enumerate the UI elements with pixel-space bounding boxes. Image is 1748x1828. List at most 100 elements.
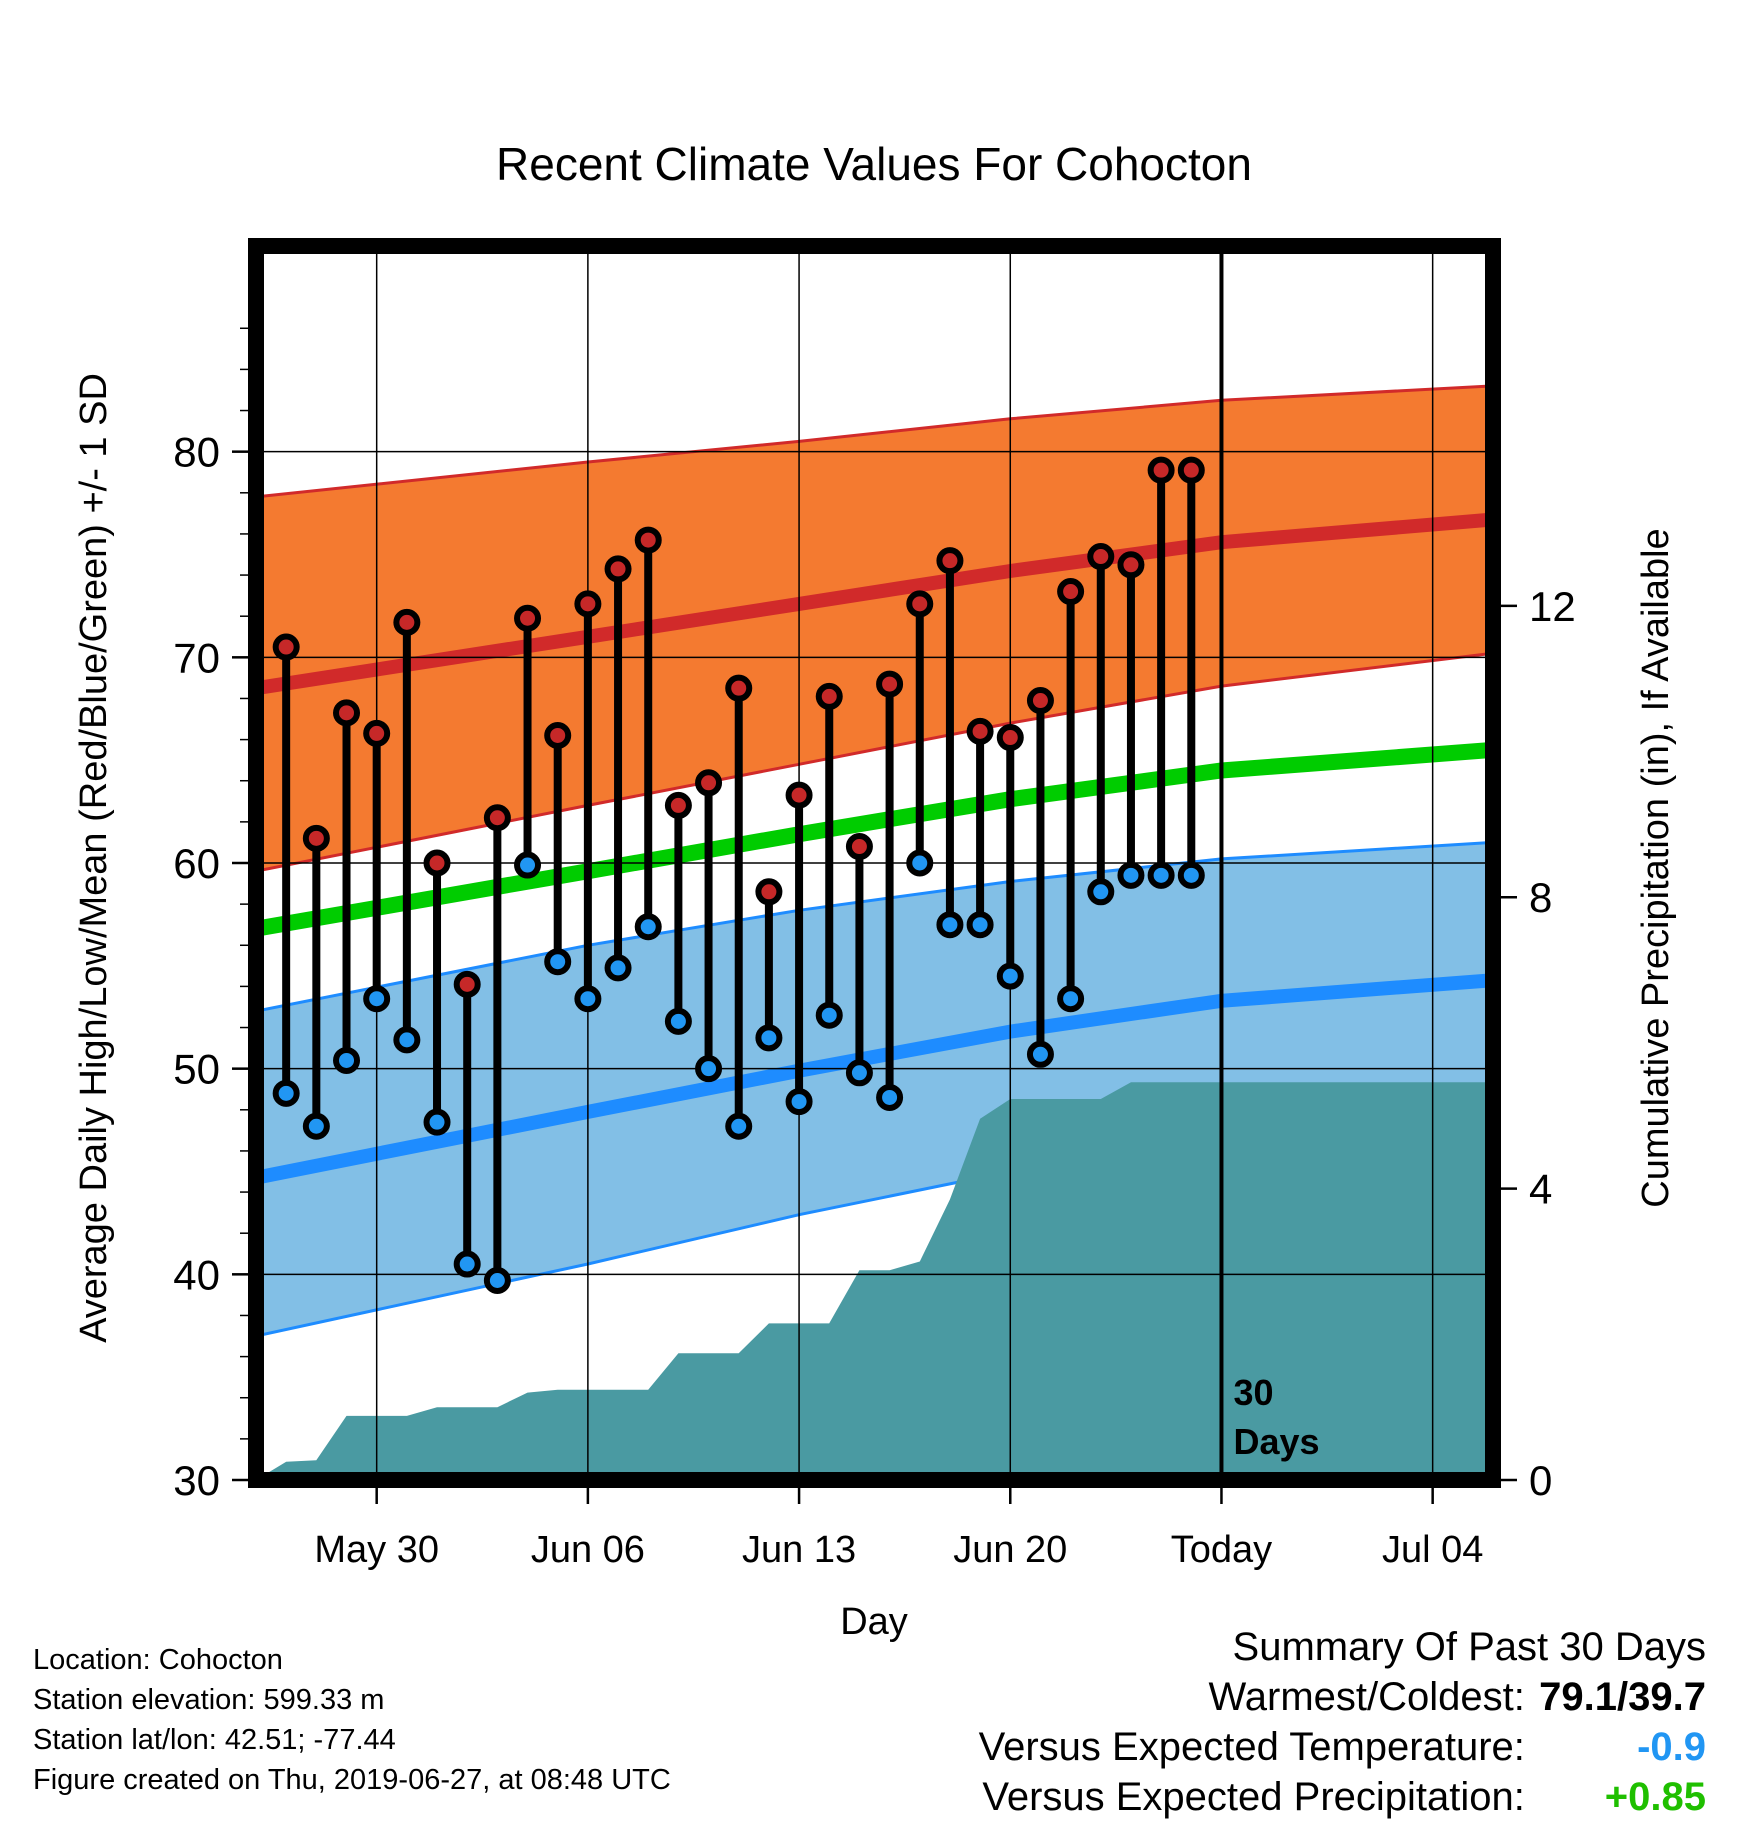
observed-low-point (1117, 861, 1145, 889)
chart-title: Recent Climate Values For Cohocton (496, 138, 1252, 190)
observed-high-point (725, 674, 753, 702)
observed-high-point (1087, 543, 1115, 571)
observed-low-point (664, 1007, 692, 1035)
y-tick-label-right: 8 (1529, 874, 1552, 921)
plot-content: 30 Days (256, 246, 1493, 1480)
observed-low-point (1026, 1040, 1054, 1068)
observed-low-point (544, 948, 572, 976)
temperature-anomaly-row: Versus Expected Temperature: -0.9 (979, 1722, 1706, 1772)
observed-low-point (1057, 985, 1085, 1013)
y-axis-label-left: Average Daily High/Low/Mean (Red/Blue/Gr… (73, 373, 115, 1343)
y-tick-label-left: 80 (173, 429, 220, 476)
observed-high-point (876, 670, 904, 698)
observed-high-point (272, 633, 300, 661)
x-tick-label: Jun 06 (531, 1529, 645, 1571)
y-tick-label-left: 40 (173, 1251, 220, 1298)
observed-high-point (483, 804, 511, 832)
mean-normal-line (256, 741, 1493, 937)
observed-high-point (785, 781, 813, 809)
observed-high-point (453, 970, 481, 998)
warmest-value: 79.1 (1539, 1675, 1618, 1719)
x-tick-label: Jul 04 (1382, 1529, 1483, 1571)
temperature-anomaly-value: -0.9 (1637, 1725, 1706, 1769)
observed-low-point (936, 911, 964, 939)
observed-low-point (302, 1112, 330, 1140)
observed-high-point (936, 547, 964, 575)
observed-high-point (664, 791, 692, 819)
observed-low-point (604, 954, 632, 982)
warmest-coldest-row: Warmest/Coldest: 79.1/39.7 (979, 1672, 1707, 1722)
observed-low-point (272, 1079, 300, 1107)
high-normal-band (256, 385, 1493, 872)
observed-low-point (1147, 861, 1175, 889)
observed-low-point (393, 1026, 421, 1054)
observed-high-point (634, 526, 662, 554)
observed-low-point (845, 1059, 873, 1087)
observed-high-point (1117, 551, 1145, 579)
precipitation-anomaly-row: Versus Expected Precipitation: +0.85 (979, 1772, 1706, 1822)
y-tick-label-right: 4 (1529, 1166, 1552, 1213)
observed-high-point (1057, 578, 1085, 606)
x-axis-label: Day (840, 1601, 908, 1643)
observed-low-point (695, 1055, 723, 1083)
observed-high-point (574, 590, 602, 618)
observed-low-point (815, 1001, 843, 1029)
observed-low-point (755, 1024, 783, 1052)
precipitation-area (256, 1082, 1493, 1480)
observed-high-point (302, 824, 330, 852)
observed-low-point (876, 1083, 904, 1111)
observed-high-point (1147, 456, 1175, 484)
observed-high-point (755, 878, 783, 906)
x-tick-label: Today (1171, 1529, 1272, 1571)
summary-panel: Summary Of Past 30 Days Warmest/Coldest:… (979, 1622, 1706, 1822)
observed-high-point (966, 717, 994, 745)
created-text: Figure created on Thu, 2019-06-27, at 08… (33, 1764, 671, 1796)
high-normal-line (256, 512, 1493, 696)
observed-low-point (906, 849, 934, 877)
observed-high-point (1177, 456, 1205, 484)
x-tick-label: May 30 (314, 1529, 439, 1571)
observed-low-point (1087, 878, 1115, 906)
observed-high-point (333, 699, 361, 727)
observed-high-point (423, 849, 451, 877)
observed-high-point (1026, 687, 1054, 715)
observed-high-point (393, 608, 421, 636)
observed-low-point (333, 1046, 361, 1074)
observed-low-point (363, 985, 391, 1013)
low-normal-band-upper-edge (256, 840, 1493, 1013)
precipitation-anomaly-value: +0.85 (1604, 1775, 1706, 1819)
x-tick-label: Jun 13 (742, 1529, 856, 1571)
high-normal-band-upper-edge (256, 384, 1493, 499)
y-tick-label-right: 12 (1529, 583, 1576, 630)
today-label-days: Days (1233, 1421, 1319, 1462)
observed-high-point (996, 724, 1024, 752)
location-text: Location: Cohocton (33, 1644, 283, 1676)
observed-high-point (544, 721, 572, 749)
observed-low-point (634, 913, 662, 941)
observed-low-point (725, 1112, 753, 1140)
observed-low-point (514, 851, 542, 879)
axes: 30 40 50 60 70 80 0 4 8 12 May 30 Jun 06 Jun 13 Jun 2… (173, 238, 1576, 1571)
warmest-coldest-value: 79.1/39.7 (1536, 1672, 1706, 1722)
observed-low-point (996, 962, 1024, 990)
plot-frame (248, 238, 1501, 1488)
y-tick-label-left: 50 (173, 1046, 220, 1093)
low-normal-line (256, 973, 1493, 1185)
observed-low-point (423, 1108, 451, 1136)
observed-low-point (966, 911, 994, 939)
y-tick-label-left: 60 (173, 840, 220, 887)
elevation-text: Station elevation: 599.33 m (33, 1684, 385, 1716)
x-tick-label: Jun 20 (953, 1529, 1067, 1571)
observed-low-point (453, 1250, 481, 1278)
observed-high-point (363, 719, 391, 747)
observed-low-point (574, 985, 602, 1013)
observed-low-point (1177, 861, 1205, 889)
high-normal-band-lower-edge (256, 651, 1493, 873)
latlon-text: Station lat/lon: 42.51; -77.44 (33, 1724, 396, 1756)
y-tick-label-right: 0 (1529, 1457, 1552, 1504)
observed-high-point (514, 604, 542, 632)
observed-high-point (906, 590, 934, 618)
observed-low-point (483, 1267, 511, 1295)
value-separator: / (1617, 1675, 1629, 1719)
